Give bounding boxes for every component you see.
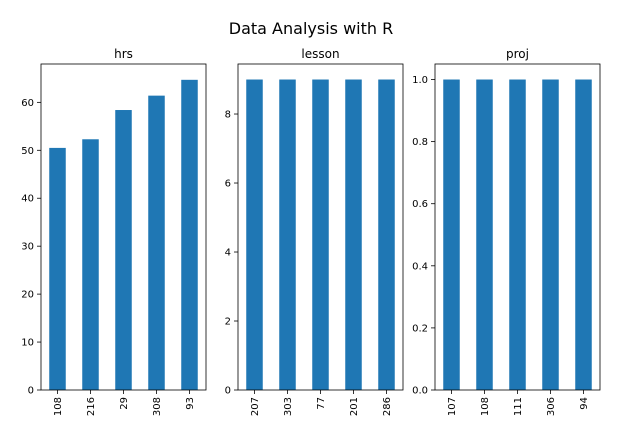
x-tick-label: 111 bbox=[513, 397, 524, 416]
bar-216 bbox=[82, 139, 99, 390]
bar-111 bbox=[509, 79, 526, 391]
y-tick-label: 60 bbox=[21, 98, 34, 109]
y-tick-label: 1.0 bbox=[412, 75, 428, 86]
y-tick-label: 20 bbox=[21, 290, 34, 301]
bar-94 bbox=[575, 79, 592, 391]
y-tick-label: 6 bbox=[225, 179, 231, 190]
subplot-proj: proj 107 108 111 306 94 0.0 0.2 0.4 0.6 0.8 1.0 bbox=[412, 47, 601, 416]
x-tick-label: 77 bbox=[316, 397, 327, 410]
bar-77 bbox=[312, 79, 329, 391]
x-tick-label: 107 bbox=[447, 397, 458, 416]
x-tick-label: 216 bbox=[86, 397, 97, 416]
bar-93 bbox=[181, 79, 198, 390]
bar-108 bbox=[476, 79, 493, 391]
y-tick-label: 40 bbox=[21, 194, 34, 205]
bar-303 bbox=[279, 79, 296, 391]
bar-308 bbox=[148, 95, 165, 390]
bar-306 bbox=[542, 79, 559, 391]
x-tick-label: 108 bbox=[480, 397, 491, 416]
y-tick-label: 0.0 bbox=[412, 386, 428, 397]
bar-107 bbox=[443, 79, 460, 391]
axes-frame bbox=[40, 63, 207, 391]
bar-286 bbox=[378, 79, 395, 391]
x-tick-label: 201 bbox=[349, 397, 360, 416]
y-tick-label: 10 bbox=[21, 338, 34, 349]
y-tick-label: 0.8 bbox=[412, 137, 428, 148]
x-tick-label: 286 bbox=[382, 397, 393, 416]
bar-108 bbox=[49, 147, 66, 390]
bar-207 bbox=[246, 79, 263, 391]
y-tick-label: 30 bbox=[21, 242, 34, 253]
subplot-title: proj bbox=[506, 47, 529, 61]
axes-frame bbox=[237, 63, 404, 391]
y-tick-label: 0 bbox=[28, 386, 34, 397]
y-tick-label: 2 bbox=[225, 317, 231, 328]
x-tick-label: 29 bbox=[119, 397, 130, 410]
y-tick-label: 0.4 bbox=[412, 261, 428, 272]
bar-201 bbox=[345, 79, 362, 391]
subplot-title: lesson bbox=[301, 47, 339, 61]
x-tick-label: 303 bbox=[283, 397, 294, 416]
subplot-hrs: hrs 108 216 29 308 93 0 10 20 30 40 50 60 bbox=[21, 47, 207, 416]
y-tick-label: 4 bbox=[225, 248, 231, 259]
x-tick-label: 207 bbox=[250, 397, 261, 416]
x-tick-label: 108 bbox=[53, 397, 64, 416]
x-tick-label: 306 bbox=[546, 397, 557, 416]
axes-frame bbox=[434, 63, 601, 391]
x-tick-label: 94 bbox=[579, 397, 590, 410]
bar-29 bbox=[115, 110, 132, 391]
y-tick-label: 0.6 bbox=[412, 199, 428, 210]
y-tick-label: 8 bbox=[225, 110, 231, 121]
subplot-title: hrs bbox=[114, 47, 133, 61]
y-tick-label: 0 bbox=[225, 386, 231, 397]
x-tick-label: 308 bbox=[152, 397, 163, 416]
y-tick-label: 50 bbox=[21, 146, 34, 157]
x-tick-label: 93 bbox=[185, 397, 196, 410]
subplot-lesson: lesson 207 303 77 201 286 0 2 4 6 8 bbox=[225, 47, 404, 416]
figure-title: Data Analysis with R bbox=[229, 19, 393, 38]
y-tick-label: 0.2 bbox=[412, 323, 428, 334]
